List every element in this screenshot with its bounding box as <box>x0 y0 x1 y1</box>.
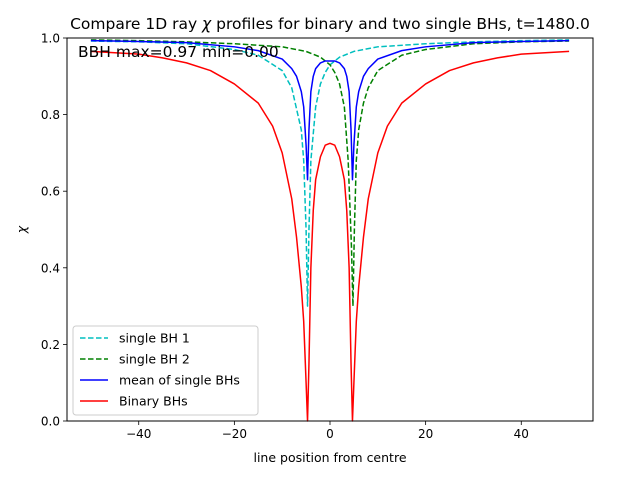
series-line-binary-bhs <box>90 50 570 422</box>
ticks-layer: −40 −20 0 20 40 0.0 0.2 0.4 0.6 0.8 1.0 <box>41 32 529 442</box>
y-tick-label: 0.2 <box>41 338 60 352</box>
y-axis-label: χ <box>14 225 29 234</box>
legend-label-single-bh-2: single BH 2 <box>119 352 190 367</box>
x-axis-label: line position from centre <box>253 450 406 465</box>
legend-label-binary-bhs: Binary BHs <box>119 394 188 409</box>
legend: single BH 1 single BH 2 mean of single BHs… <box>72 325 259 416</box>
bbh-annotation: BBH max=0.97 min=0.00 <box>78 43 279 61</box>
legend-label-single-bh-1: single BH 1 <box>119 331 190 346</box>
chart-title-suffix: profiles for binary and two single BHs, … <box>211 15 590 33</box>
legend-box <box>72 325 259 416</box>
y-tick-label: 0.8 <box>41 108 60 122</box>
x-tick-label: 20 <box>418 427 433 441</box>
legend-label-mean-of-single-bhs: mean of single BHs <box>119 373 240 388</box>
y-tick-label: 0.0 <box>41 415 60 429</box>
chart-title: Compare 1D ray χ profiles for binary and… <box>70 15 590 33</box>
series-line-single-bh-2 <box>90 39 570 307</box>
chart-title-symbol: χ <box>201 15 212 33</box>
y-tick-label: 1.0 <box>41 32 60 46</box>
y-tick-label: 0.4 <box>41 261 60 275</box>
x-tick-label: −20 <box>222 427 247 441</box>
x-tick-label: 40 <box>514 427 529 441</box>
series-line-mean-of-single-bhs <box>90 39 570 181</box>
series-layer <box>90 39 570 422</box>
series-line-single-bh-1 <box>90 39 570 307</box>
x-tick-label: 0 <box>326 427 334 441</box>
x-tick-label: −40 <box>126 427 151 441</box>
chart-title-prefix: Compare 1D ray <box>70 15 202 33</box>
y-tick-label: 0.6 <box>41 185 60 199</box>
